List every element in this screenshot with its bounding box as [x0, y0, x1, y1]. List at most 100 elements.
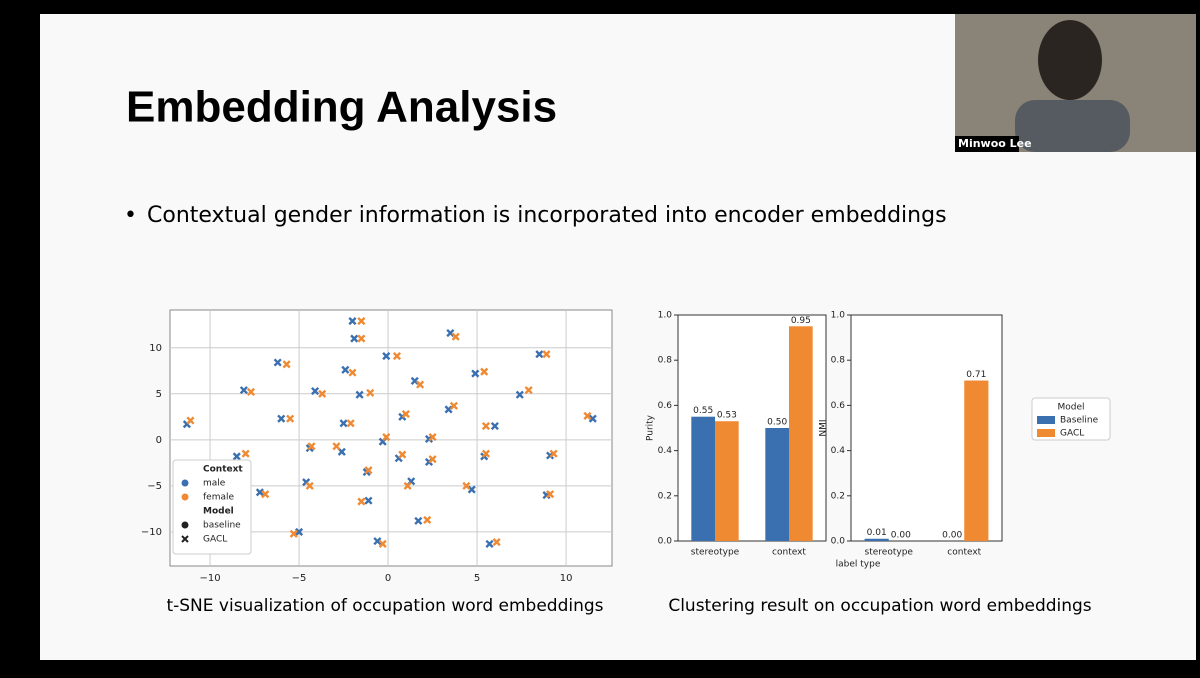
y-tick-label: 0.8 — [658, 356, 673, 366]
point — [273, 358, 282, 367]
point — [355, 390, 364, 399]
value-label: 0.00 — [942, 531, 962, 541]
x-tick-label: 0 — [385, 573, 391, 584]
y-tick-label: 0.2 — [831, 491, 845, 501]
point — [366, 388, 375, 397]
legend-box — [172, 459, 252, 555]
participant-name: Minwoo Lee — [958, 137, 1032, 150]
legend-title: Context — [203, 465, 243, 475]
point — [289, 529, 298, 538]
name-tag — [955, 136, 1019, 152]
legend-swatch — [181, 493, 189, 501]
person-body — [1015, 100, 1130, 152]
point — [583, 411, 592, 420]
value-label: 0.95 — [791, 316, 811, 326]
point — [364, 496, 373, 505]
bar — [789, 326, 813, 541]
x-tick-label: −5 — [292, 573, 307, 584]
point — [423, 515, 432, 525]
point — [524, 386, 533, 395]
x-tick-label: 10 — [560, 573, 573, 584]
y-tick-label: 0.2 — [658, 491, 672, 501]
bullet-dot: • — [124, 203, 137, 228]
y-tick-label: −5 — [147, 481, 162, 492]
x-tick-label: context — [947, 548, 981, 558]
point — [414, 516, 423, 525]
point — [332, 442, 341, 451]
x-tick-label: 5 — [474, 573, 480, 584]
point — [428, 433, 437, 442]
point — [481, 421, 491, 431]
y-axis-label: Purity — [646, 414, 656, 441]
point — [239, 386, 248, 395]
value-label: 0.55 — [693, 406, 713, 416]
legend-swatch — [181, 521, 189, 529]
point — [485, 539, 494, 548]
y-tick-label: 10 — [149, 343, 162, 354]
point — [311, 386, 320, 396]
point — [348, 368, 357, 377]
point — [246, 387, 256, 397]
point — [535, 350, 544, 359]
bar — [691, 416, 715, 541]
value-label: 0.71 — [966, 370, 986, 380]
legend-label: female — [203, 493, 234, 503]
x-tick-label: stereotype — [691, 548, 740, 558]
point — [232, 452, 241, 461]
y-tick-label: 1.0 — [658, 311, 673, 321]
y-tick-label: 5 — [156, 389, 162, 400]
point — [490, 421, 499, 431]
legend-title: Model — [1057, 403, 1084, 413]
point — [542, 350, 551, 359]
caption: t-SNE visualization of occupation word e… — [166, 596, 603, 616]
point — [318, 389, 327, 398]
point — [480, 367, 489, 376]
point — [348, 317, 357, 326]
point — [357, 334, 366, 343]
point — [350, 334, 359, 343]
point — [295, 527, 304, 536]
bar — [765, 428, 789, 541]
legend-label: Baseline — [1060, 416, 1099, 426]
point — [416, 380, 425, 389]
point — [401, 410, 410, 419]
x-tick-label: −10 — [199, 573, 220, 584]
person-head — [1038, 20, 1102, 100]
legend-label: male — [203, 479, 226, 489]
point — [346, 419, 355, 428]
point — [255, 488, 264, 497]
point — [277, 414, 286, 423]
point — [337, 447, 346, 456]
y-tick-label: 0.4 — [831, 446, 846, 456]
bar — [864, 538, 889, 541]
bar — [964, 380, 989, 541]
legend-swatch — [181, 535, 189, 543]
bullet-text: Contextual gender information is incorpo… — [147, 203, 947, 228]
bar — [715, 421, 739, 541]
y-tick-label: 0.8 — [831, 356, 846, 366]
y-tick-label: −10 — [141, 527, 162, 538]
y-tick-label: 0.4 — [658, 446, 673, 456]
point — [357, 317, 366, 326]
y-tick-label: 1.0 — [831, 311, 846, 321]
point — [492, 538, 501, 547]
y-tick-label: 0.0 — [831, 537, 846, 547]
y-tick-label: 0 — [156, 435, 162, 446]
point — [398, 450, 407, 459]
point — [364, 466, 373, 475]
legend-swatch — [1037, 416, 1055, 424]
legend-label: GACL — [203, 535, 227, 545]
value-label: 0.01 — [867, 528, 887, 538]
x-axis-label: label type — [836, 560, 881, 570]
y-axis-label: NMI — [819, 419, 829, 436]
value-label: 0.50 — [767, 418, 787, 428]
value-label: 0.00 — [891, 531, 911, 541]
point — [403, 481, 412, 490]
legend-swatch — [1037, 429, 1055, 437]
point — [392, 351, 402, 361]
y-tick-label: 0.6 — [658, 401, 673, 411]
point — [382, 351, 391, 361]
point — [546, 490, 555, 499]
slide-title: Embedding Analysis — [126, 83, 557, 132]
point — [378, 539, 387, 548]
